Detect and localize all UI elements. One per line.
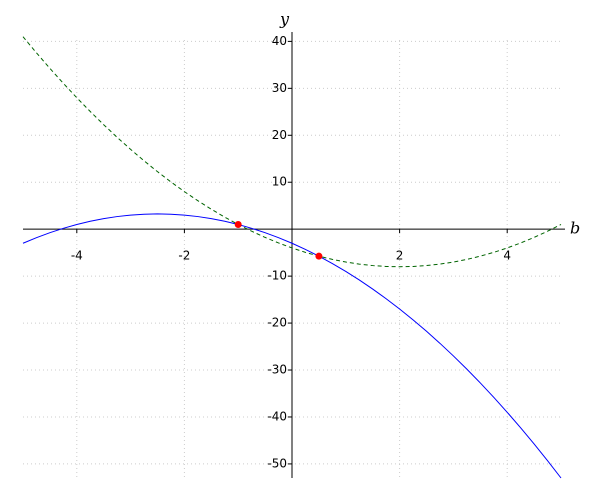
y-tick-label: -20	[267, 316, 287, 330]
intersection-point	[315, 252, 323, 260]
y-tick-label: 30	[272, 81, 287, 95]
x-tick-label: -4	[71, 249, 83, 263]
y-tick-label: 20	[272, 128, 287, 142]
x-axis-label: b	[570, 219, 580, 238]
y-axis-label: y	[279, 10, 290, 29]
x-tick-label: 2	[396, 249, 404, 263]
y-tick-label: 40	[272, 34, 287, 48]
intersection-point	[234, 220, 242, 228]
x-tick-label: -2	[178, 249, 190, 263]
y-tick-label: -10	[267, 269, 287, 283]
y-tick-label: 10	[272, 175, 287, 189]
curve	[22, 36, 562, 268]
x-tick-label: 4	[503, 249, 511, 263]
y-tick-label: -30	[267, 363, 287, 377]
curve	[22, 213, 562, 479]
y-tick-label: -50	[267, 456, 287, 470]
y-tick-label: -40	[267, 409, 287, 423]
